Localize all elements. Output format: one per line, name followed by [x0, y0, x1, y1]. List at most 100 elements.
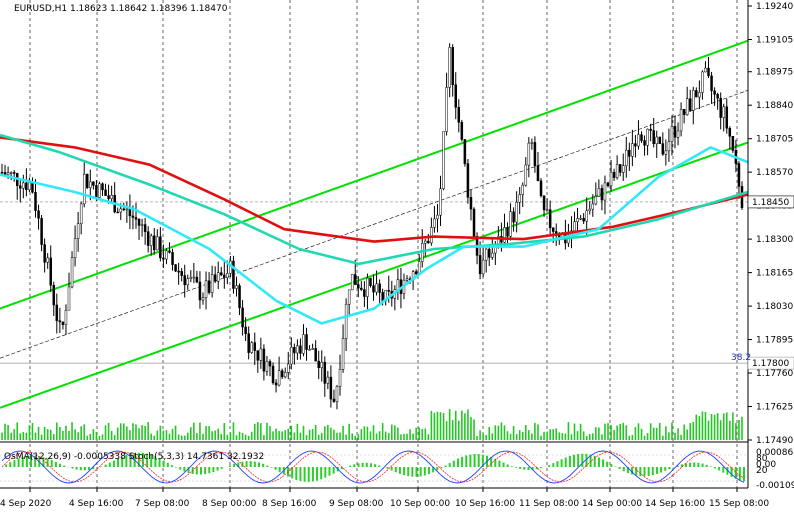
price-tick-label: 1.18975 — [756, 68, 793, 78]
channel-line — [0, 39, 749, 310]
candle-body — [216, 272, 220, 282]
candle-body — [110, 195, 113, 199]
candle-body — [372, 285, 375, 293]
candle-body — [95, 185, 98, 198]
candle-body — [131, 215, 135, 218]
candle-body — [676, 130, 680, 138]
candle-body — [487, 248, 491, 258]
candle-body — [244, 326, 247, 334]
candle-body — [192, 276, 196, 279]
candle-body — [156, 236, 159, 251]
candle-body — [186, 278, 190, 286]
candle-body — [430, 227, 433, 244]
current-price-label: 1.18450 — [752, 198, 789, 208]
candle-body — [713, 90, 716, 95]
candle-body — [305, 334, 308, 350]
candle-body — [122, 208, 126, 211]
candle-body — [329, 376, 333, 400]
candle-body — [506, 227, 509, 237]
candle-body — [323, 361, 327, 384]
candle-body — [609, 171, 613, 187]
time-tick-label: 8 Sep 00:00 — [202, 499, 257, 509]
candle-body — [43, 244, 46, 263]
moving-average-line — [0, 133, 749, 266]
candle-body — [597, 188, 601, 197]
osc-scale-label: 20 — [756, 466, 768, 476]
candle-body — [481, 259, 485, 275]
candle-body — [277, 370, 281, 386]
osc-scale-label: 0.0008635 — [756, 448, 794, 458]
candle-body — [232, 260, 235, 289]
time-tick-label: 10 Sep 16:00 — [455, 499, 515, 509]
candle-body — [710, 75, 713, 92]
candle-body — [545, 209, 549, 211]
candle-body — [387, 290, 390, 292]
candle-body — [509, 211, 512, 237]
candle-body — [634, 143, 637, 147]
candle-body — [210, 274, 214, 293]
candle-body — [576, 218, 579, 222]
candle-body — [457, 106, 461, 123]
candle-body — [125, 208, 129, 211]
candle-body — [582, 218, 585, 222]
candle-body — [704, 67, 707, 73]
candle-body — [667, 141, 671, 152]
candle-body — [369, 277, 372, 286]
candle-body — [716, 94, 719, 99]
candle-body — [262, 348, 266, 372]
osc-scale-label: -0.001092 — [756, 481, 794, 491]
fib-price-badge — [747, 356, 794, 370]
candle-body — [347, 289, 351, 305]
candle-body — [116, 211, 119, 214]
candle-body — [375, 283, 378, 293]
candle-body — [64, 309, 68, 325]
candle-body — [76, 223, 80, 239]
candle-body — [454, 84, 457, 108]
candle-body — [256, 350, 260, 361]
candle-body — [433, 218, 436, 228]
volume-histogram — [1, 409, 743, 440]
candle-body — [436, 214, 439, 220]
candle-body — [271, 365, 275, 384]
candle-body — [682, 109, 686, 115]
candle-body — [268, 361, 272, 367]
price-tick-label: 1.17895 — [756, 336, 793, 346]
candle-body — [247, 333, 250, 353]
candle-body — [661, 143, 665, 155]
time-tick-label: 11 Sep 08:00 — [519, 499, 579, 509]
moving-average-line — [0, 146, 749, 325]
candle-body — [731, 136, 735, 151]
price-tick-label: 1.19240 — [756, 2, 793, 12]
candle-body — [478, 255, 482, 275]
candle-body — [692, 90, 695, 111]
candle-body — [241, 307, 244, 328]
candle-body — [40, 218, 43, 245]
candle-body — [469, 197, 473, 210]
candle-body — [515, 201, 518, 223]
candle-body — [67, 286, 71, 311]
candle-body — [737, 163, 741, 187]
candle-body — [527, 142, 531, 166]
candle-body — [223, 274, 226, 278]
time-tick-label: 4 Sep 2020 — [0, 499, 52, 509]
candle-body — [128, 208, 132, 217]
candle-body — [685, 98, 689, 115]
candle-body — [472, 208, 476, 237]
candle-body — [146, 231, 150, 246]
candle-body — [52, 285, 56, 306]
candle-body — [512, 211, 515, 223]
candle-body — [588, 208, 591, 212]
candle-body — [524, 164, 528, 186]
candle-body — [308, 349, 311, 351]
candle-body — [673, 126, 677, 138]
candle-body — [201, 297, 205, 301]
candle-body — [314, 348, 317, 362]
candle-body — [594, 196, 598, 205]
candle-body — [180, 271, 183, 276]
candle-body — [119, 208, 123, 213]
osc-scale-label: 0.00 — [756, 460, 776, 470]
candle-body — [37, 210, 40, 219]
time-tick-label: 15 Sep 08:00 — [709, 499, 769, 509]
